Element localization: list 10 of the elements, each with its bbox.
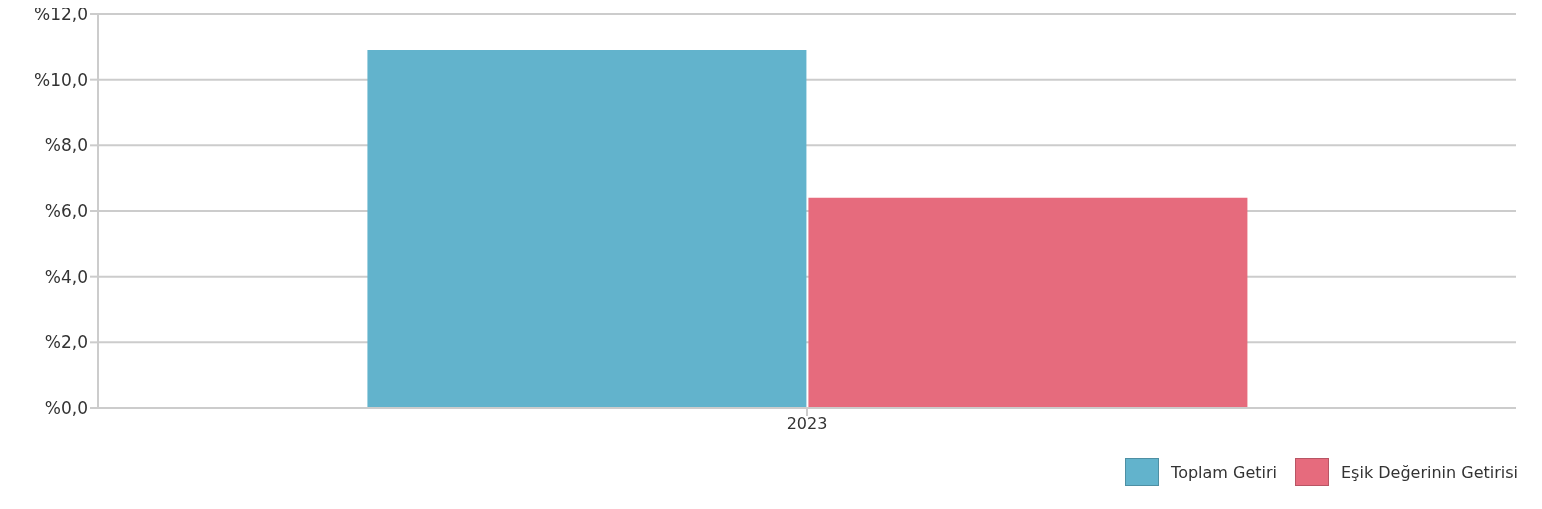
y-tick-label: %10,0 [33, 69, 88, 90]
legend-label: Eşik Değerinin Getirisi [1340, 462, 1518, 482]
y-tick-label: %12,0 [33, 4, 88, 25]
y-tick-label: %8,0 [44, 135, 88, 156]
y-tick-label: %2,0 [44, 332, 88, 353]
y-tick-label: %4,0 [44, 266, 88, 287]
y-tick-label: %0,0 [44, 398, 88, 419]
legend-label: Toplam Getiri [1171, 462, 1277, 482]
x-tick-label: 2023 [786, 414, 828, 434]
y-tick-label: %6,0 [44, 201, 88, 222]
